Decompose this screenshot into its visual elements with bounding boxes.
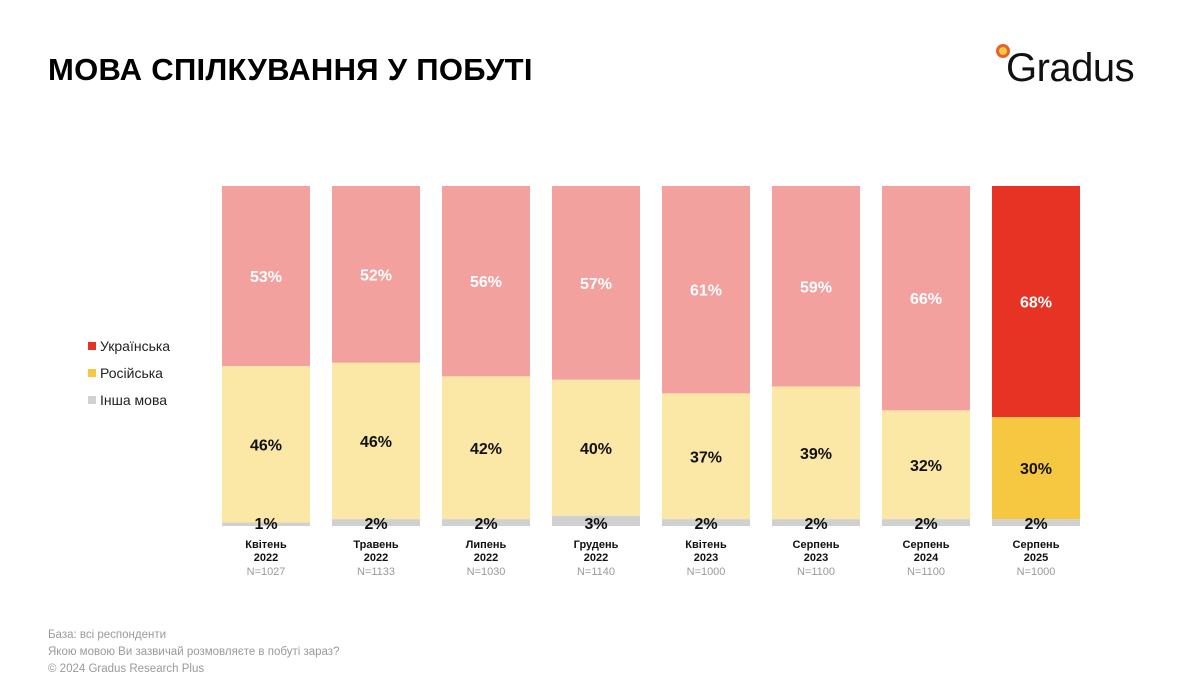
data-label: 46%	[360, 434, 392, 451]
data-label: 56%	[470, 274, 502, 291]
legend-item-russian: Російська	[88, 359, 170, 386]
legend-swatch	[88, 341, 96, 350]
legend-item-ukrainian: Українська	[88, 332, 170, 359]
x-tick-sample-size: N=1140	[577, 566, 615, 578]
data-label: 2%	[804, 516, 827, 533]
bar-segment-russian	[552, 379, 640, 516]
legend-label: Російська	[100, 364, 163, 381]
x-tick-year: 2023	[694, 552, 718, 564]
data-label: 30%	[1020, 461, 1052, 478]
bar-segment-other	[992, 519, 1080, 526]
data-label: 2%	[364, 516, 387, 533]
data-label: 52%	[360, 267, 392, 284]
data-label: 59%	[800, 279, 832, 296]
x-tick-sample-size: N=1000	[1017, 566, 1056, 578]
bar-segment-ukrainian	[222, 186, 310, 367]
x-tick-month: Серпень	[903, 539, 950, 551]
data-label: 57%	[580, 276, 612, 293]
bar-segment-russian	[772, 386, 860, 520]
footer-copyright: © 2024 Gradus Research Plus	[48, 663, 205, 675]
x-tick-year: 2022	[474, 552, 498, 564]
data-label: 2%	[914, 516, 937, 533]
x-tick-sample-size: N=1030	[467, 566, 506, 578]
bar-segment-other	[332, 519, 420, 526]
bar-segment-ukrainian	[772, 186, 860, 387]
x-tick-sample-size: N=1000	[687, 566, 726, 578]
x-tick-year: 2022	[254, 552, 278, 564]
x-tick-year: 2022	[584, 552, 608, 564]
x-tick-month: Серпень	[793, 539, 840, 551]
page-title: МОВА СПІЛКУВАННЯ У ПОБУТІ	[48, 52, 533, 87]
x-tick-year: 2023	[804, 552, 828, 564]
x-tick-month: Квітень	[685, 539, 727, 551]
legend-item-other: Інша мова	[88, 386, 170, 413]
x-tick-month: Серпень	[1013, 539, 1060, 551]
legend-swatch	[88, 368, 96, 377]
x-tick-year: 2024	[914, 552, 939, 564]
data-label: 1%	[254, 516, 277, 533]
bar-segment-ukrainian	[882, 186, 970, 411]
bar-segment-russian	[222, 366, 310, 523]
bar-segment-ukrainian	[332, 186, 420, 363]
data-label: 2%	[1024, 516, 1047, 533]
bar-segment-ukrainian	[662, 186, 750, 394]
bar-segment-russian	[332, 362, 420, 520]
data-label: 2%	[694, 516, 717, 533]
data-label: 46%	[250, 437, 282, 454]
bar-segment-russian	[992, 417, 1080, 520]
chart-legend: Українська Російська Інша мова	[88, 332, 170, 413]
legend-swatch	[88, 395, 96, 404]
x-tick-year: 2025	[1024, 552, 1048, 564]
x-tick-month: Липень	[466, 539, 507, 551]
bar-segment-russian	[882, 410, 970, 520]
data-label: 61%	[690, 283, 722, 300]
footer-question: Якою мовою Ви зазвичай розмовляєте в поб…	[48, 646, 340, 658]
x-tick-sample-size: N=1027	[247, 566, 286, 578]
bar-segment-ukrainian	[552, 186, 640, 380]
data-label: 40%	[580, 441, 612, 458]
x-tick-year: 2022	[364, 552, 388, 564]
data-label: 3%	[584, 516, 607, 533]
bar-segment-russian	[442, 376, 530, 520]
legend-label: Українська	[100, 337, 171, 354]
bar-segment-other	[222, 522, 310, 526]
bar-segment-other	[442, 519, 530, 526]
data-label: 32%	[910, 458, 942, 475]
legend-label: Інша мова	[100, 391, 168, 408]
data-label: 53%	[250, 269, 282, 286]
data-label: 2%	[474, 516, 497, 533]
bar-segment-ukrainian	[992, 186, 1080, 418]
data-label: 39%	[800, 446, 832, 463]
bar-segment-other	[662, 519, 750, 526]
bar-segment-other	[882, 519, 970, 526]
bar-segment-russian	[662, 393, 750, 520]
x-tick-sample-size: N=1133	[357, 566, 395, 578]
x-tick-sample-size: N=1100	[797, 566, 835, 578]
data-label: 68%	[1020, 295, 1052, 312]
footer-base: База: всі респонденти	[48, 629, 167, 641]
bar-segment-ukrainian	[442, 186, 530, 377]
logo-text: Gradus	[1006, 46, 1135, 90]
bar-segment-other	[772, 519, 860, 526]
gradus-logo: Gradus	[996, 44, 1166, 94]
x-tick-month: Грудень	[574, 539, 619, 551]
x-tick-month: Квітень	[245, 539, 287, 551]
data-label: 66%	[910, 291, 942, 308]
x-tick-sample-size: N=1100	[907, 566, 945, 578]
bar-segment-other	[552, 515, 640, 526]
data-label: 37%	[690, 449, 722, 466]
x-tick-month: Травень	[353, 539, 399, 551]
logo-dot-icon	[996, 44, 1010, 58]
footer: База: всі респонденти Якою мовою Ви зазв…	[48, 627, 339, 678]
data-label: 42%	[470, 441, 502, 458]
